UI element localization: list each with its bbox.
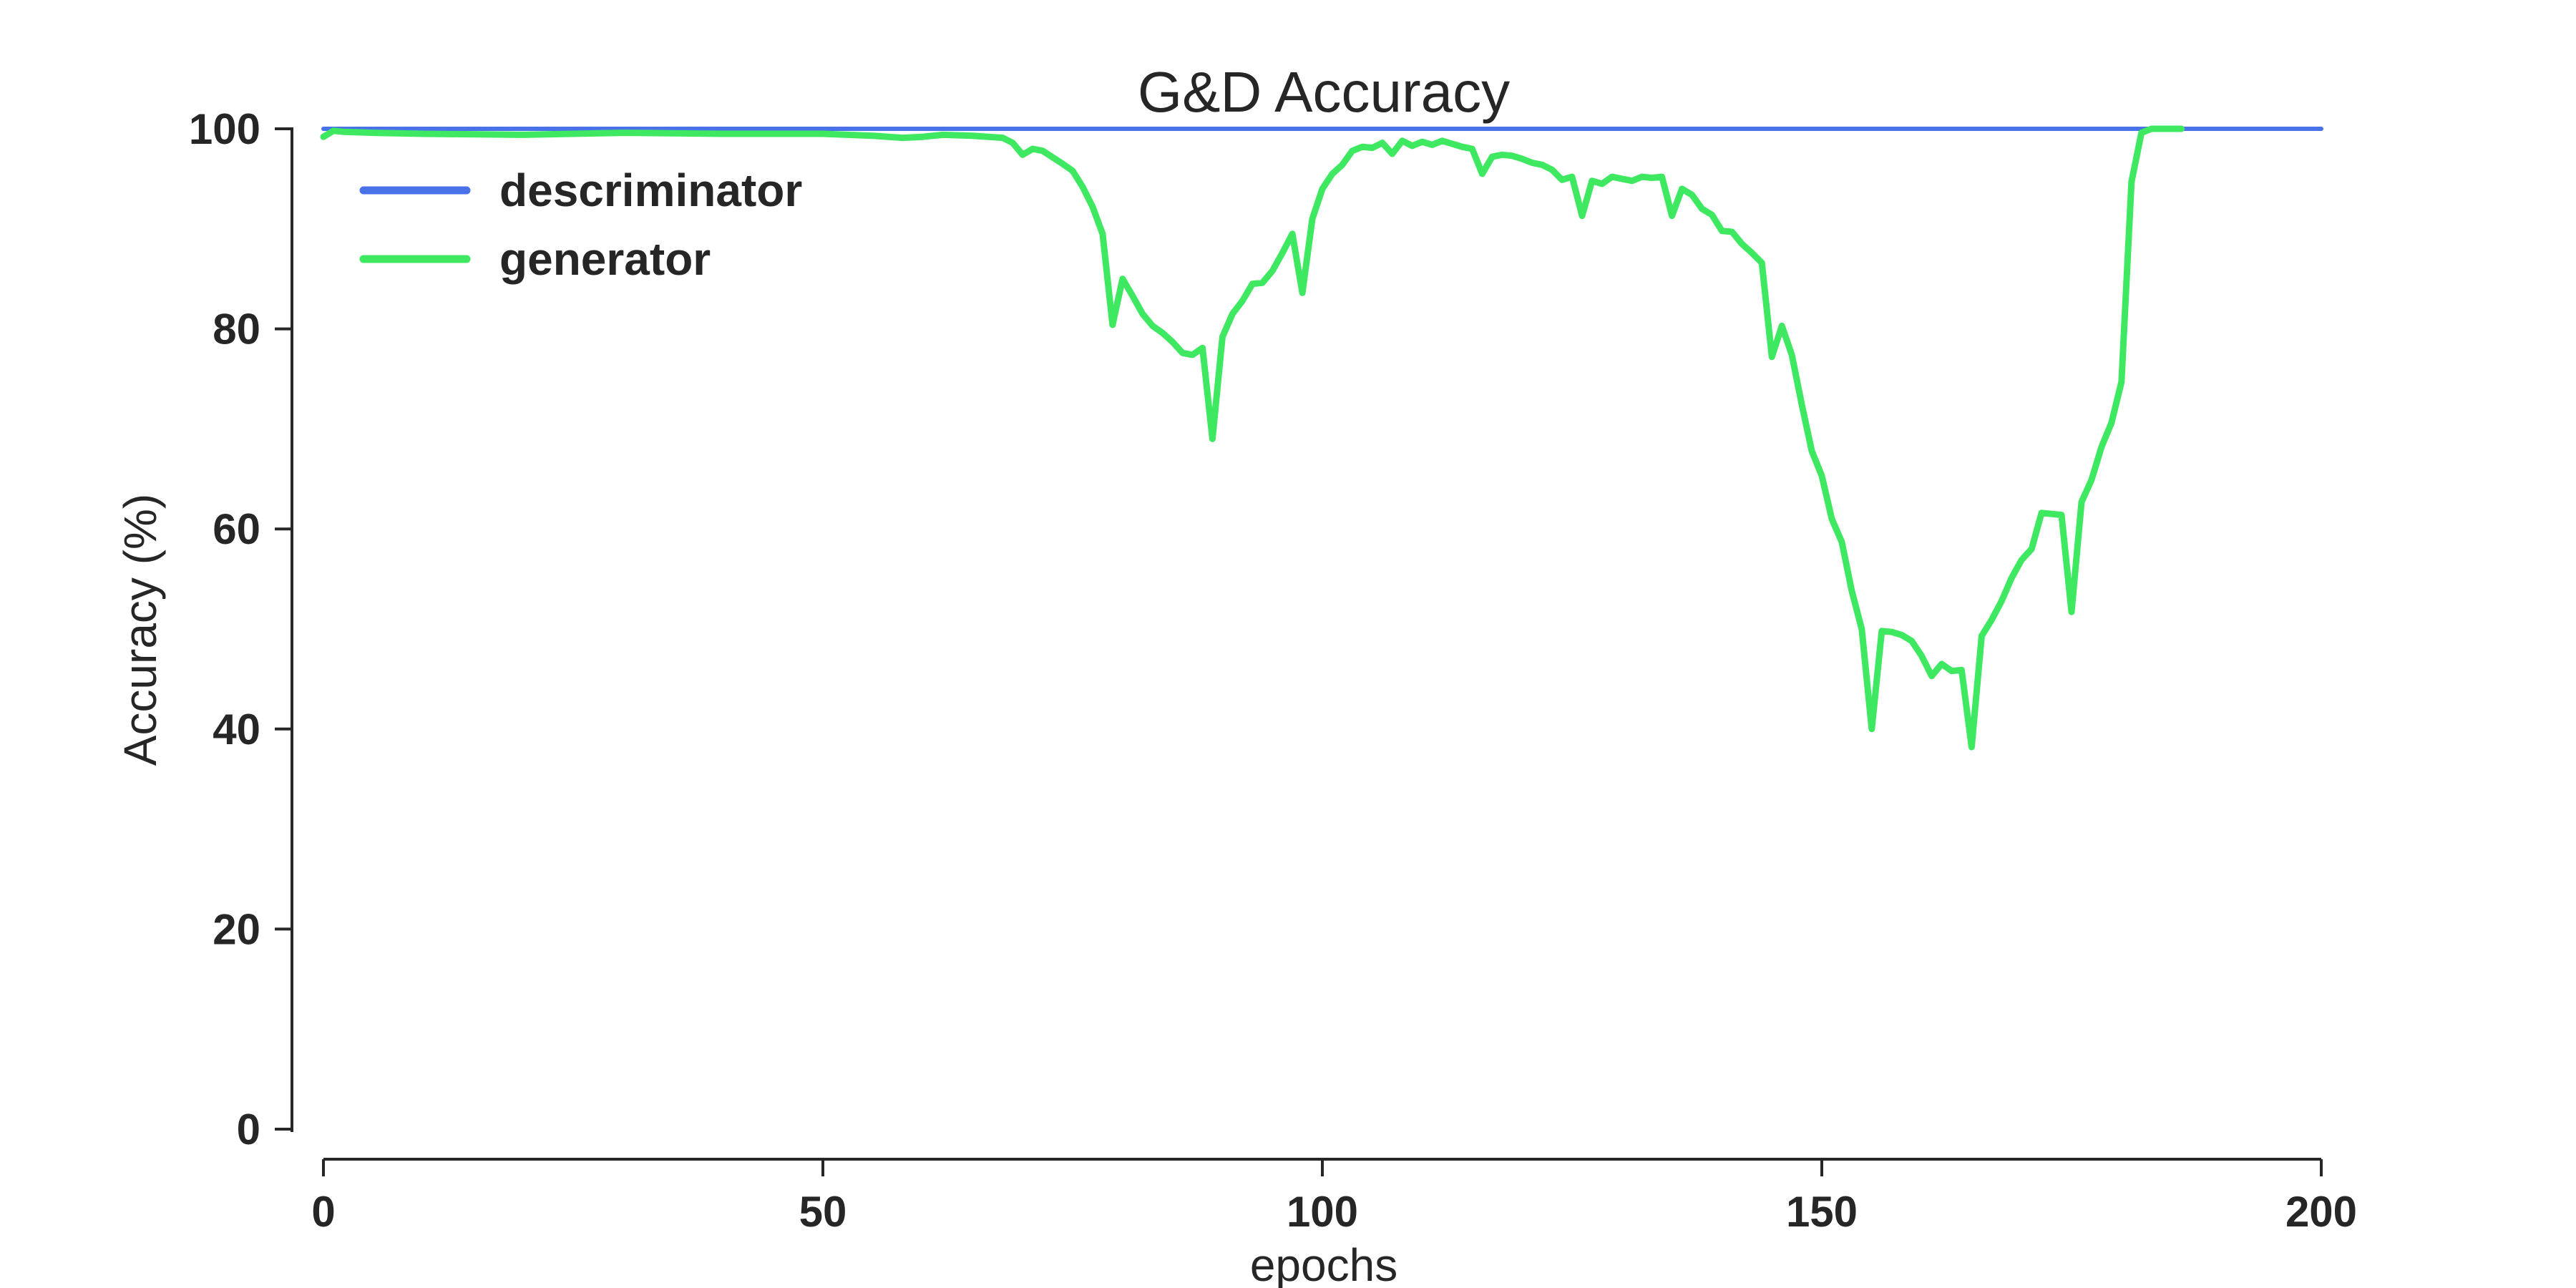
legend-label-generator: generator <box>499 233 711 285</box>
series-layer <box>320 125 2323 751</box>
y-axis-label: Accuracy (%) <box>114 494 166 766</box>
y-tick-label-20: 20 <box>213 905 260 953</box>
y-tick-label-80: 80 <box>213 306 260 353</box>
series-line-generator <box>320 125 2185 751</box>
x-axis-label: epochs <box>1250 1239 1397 1288</box>
y-axis-ticks: 0 20 40 60 80 100 <box>189 105 292 1153</box>
legend-label-descriminator: descriminator <box>499 165 802 216</box>
y-tick-label-60: 60 <box>213 505 260 553</box>
y-tick-label-40: 40 <box>213 706 260 753</box>
x-axis-ticks: 0 50 100 150 200 <box>311 1159 2357 1236</box>
x-tick-label-150: 150 <box>1786 1188 1858 1236</box>
legend: descriminator generator <box>359 165 802 285</box>
chart-title: G&D Accuracy <box>1138 60 1510 124</box>
x-tick-label-0: 0 <box>311 1188 335 1236</box>
x-tick-label-50: 50 <box>799 1188 847 1236</box>
y-tick-label-0: 0 <box>237 1106 260 1153</box>
x-tick-label-100: 100 <box>1287 1188 1358 1236</box>
x-tick-label-200: 200 <box>2285 1188 2357 1236</box>
y-tick-label-100: 100 <box>189 105 260 153</box>
